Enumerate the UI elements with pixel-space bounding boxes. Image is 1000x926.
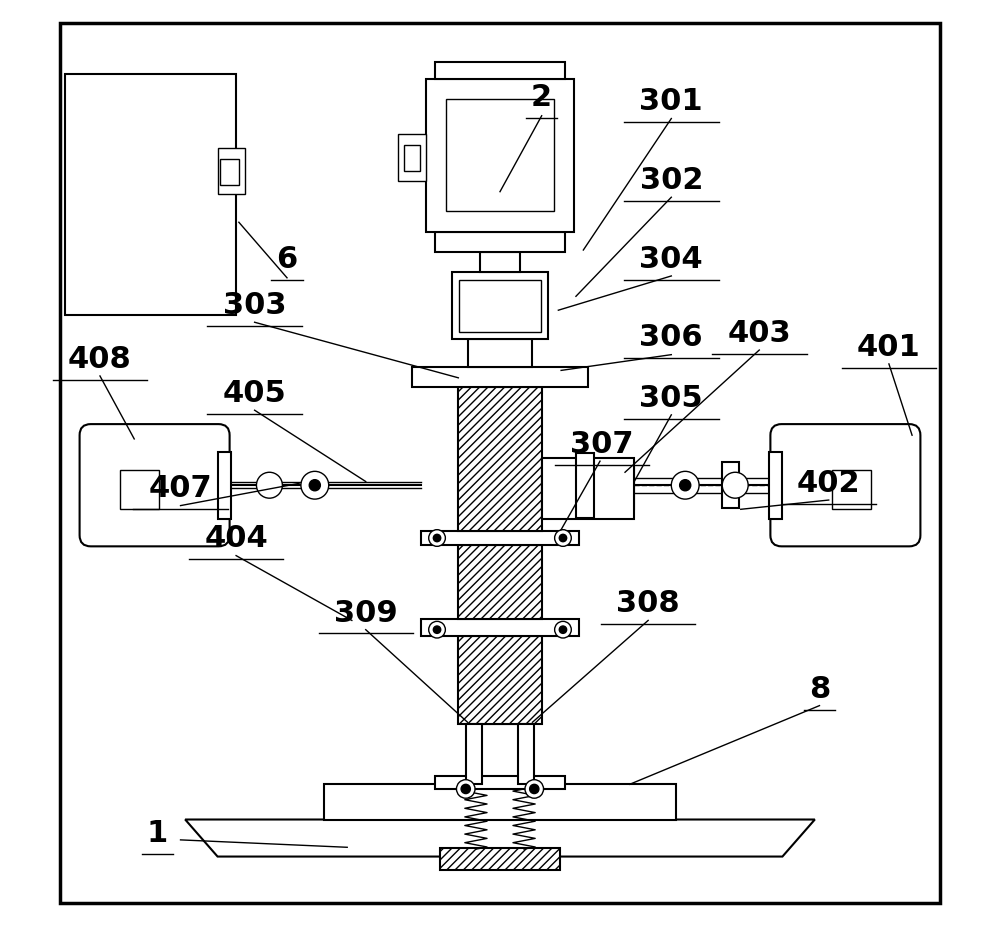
Circle shape bbox=[530, 784, 539, 794]
Text: 301: 301 bbox=[639, 87, 703, 117]
Bar bbox=[412, 367, 588, 387]
Text: 402: 402 bbox=[797, 469, 861, 498]
Bar bbox=[65, 74, 236, 315]
Circle shape bbox=[722, 472, 748, 498]
Bar bbox=[458, 387, 542, 531]
Bar bbox=[480, 252, 520, 272]
Bar bbox=[466, 724, 482, 784]
Text: 305: 305 bbox=[639, 383, 703, 413]
Circle shape bbox=[301, 471, 329, 499]
Bar bbox=[542, 458, 634, 519]
Bar bbox=[435, 232, 565, 252]
Text: 403: 403 bbox=[727, 319, 791, 348]
Circle shape bbox=[433, 534, 441, 542]
Text: 405: 405 bbox=[223, 379, 286, 408]
Circle shape bbox=[429, 621, 445, 638]
Text: 303: 303 bbox=[223, 291, 286, 320]
Text: 309: 309 bbox=[334, 598, 398, 628]
Polygon shape bbox=[185, 820, 815, 857]
FancyBboxPatch shape bbox=[80, 424, 230, 546]
Circle shape bbox=[559, 626, 567, 633]
Text: 8: 8 bbox=[809, 675, 830, 705]
Text: 308: 308 bbox=[616, 589, 680, 619]
Text: 302: 302 bbox=[640, 166, 703, 195]
Bar bbox=[404, 145, 420, 171]
Bar bbox=[218, 148, 245, 194]
Text: 2: 2 bbox=[531, 82, 552, 112]
Text: 407: 407 bbox=[149, 474, 212, 504]
Bar bbox=[446, 99, 554, 211]
Text: 307: 307 bbox=[570, 430, 634, 459]
Bar bbox=[220, 159, 239, 185]
Circle shape bbox=[433, 626, 441, 633]
Bar bbox=[435, 62, 565, 79]
Bar bbox=[518, 724, 534, 784]
Bar bbox=[218, 452, 231, 519]
Text: 404: 404 bbox=[204, 524, 268, 554]
Text: 401: 401 bbox=[857, 332, 921, 362]
Bar bbox=[421, 619, 579, 636]
Bar bbox=[458, 636, 542, 724]
Circle shape bbox=[429, 530, 445, 546]
Circle shape bbox=[461, 784, 470, 794]
Bar bbox=[459, 280, 541, 332]
Circle shape bbox=[559, 534, 567, 542]
Bar bbox=[458, 545, 542, 619]
Bar bbox=[440, 848, 560, 870]
Bar bbox=[426, 79, 574, 232]
Bar bbox=[452, 272, 548, 339]
Bar bbox=[421, 531, 579, 545]
Circle shape bbox=[671, 471, 699, 499]
Text: 408: 408 bbox=[68, 344, 132, 374]
Bar bbox=[769, 452, 782, 519]
Circle shape bbox=[256, 472, 282, 498]
Bar bbox=[398, 134, 426, 181]
Bar bbox=[722, 462, 739, 508]
FancyBboxPatch shape bbox=[770, 424, 920, 546]
Text: 1: 1 bbox=[147, 819, 168, 848]
Bar bbox=[468, 339, 532, 367]
Bar bbox=[542, 468, 634, 509]
Circle shape bbox=[309, 480, 320, 491]
Circle shape bbox=[555, 621, 571, 638]
Circle shape bbox=[555, 530, 571, 546]
Circle shape bbox=[525, 780, 544, 798]
Text: 306: 306 bbox=[639, 323, 703, 353]
Bar bbox=[120, 470, 159, 509]
Bar bbox=[472, 724, 528, 784]
Bar bbox=[576, 453, 594, 518]
Text: 304: 304 bbox=[639, 244, 703, 274]
Bar bbox=[324, 784, 676, 820]
Text: 6: 6 bbox=[276, 244, 298, 274]
Circle shape bbox=[680, 480, 691, 491]
Circle shape bbox=[456, 780, 475, 798]
Bar bbox=[435, 776, 565, 789]
Bar bbox=[832, 470, 871, 509]
